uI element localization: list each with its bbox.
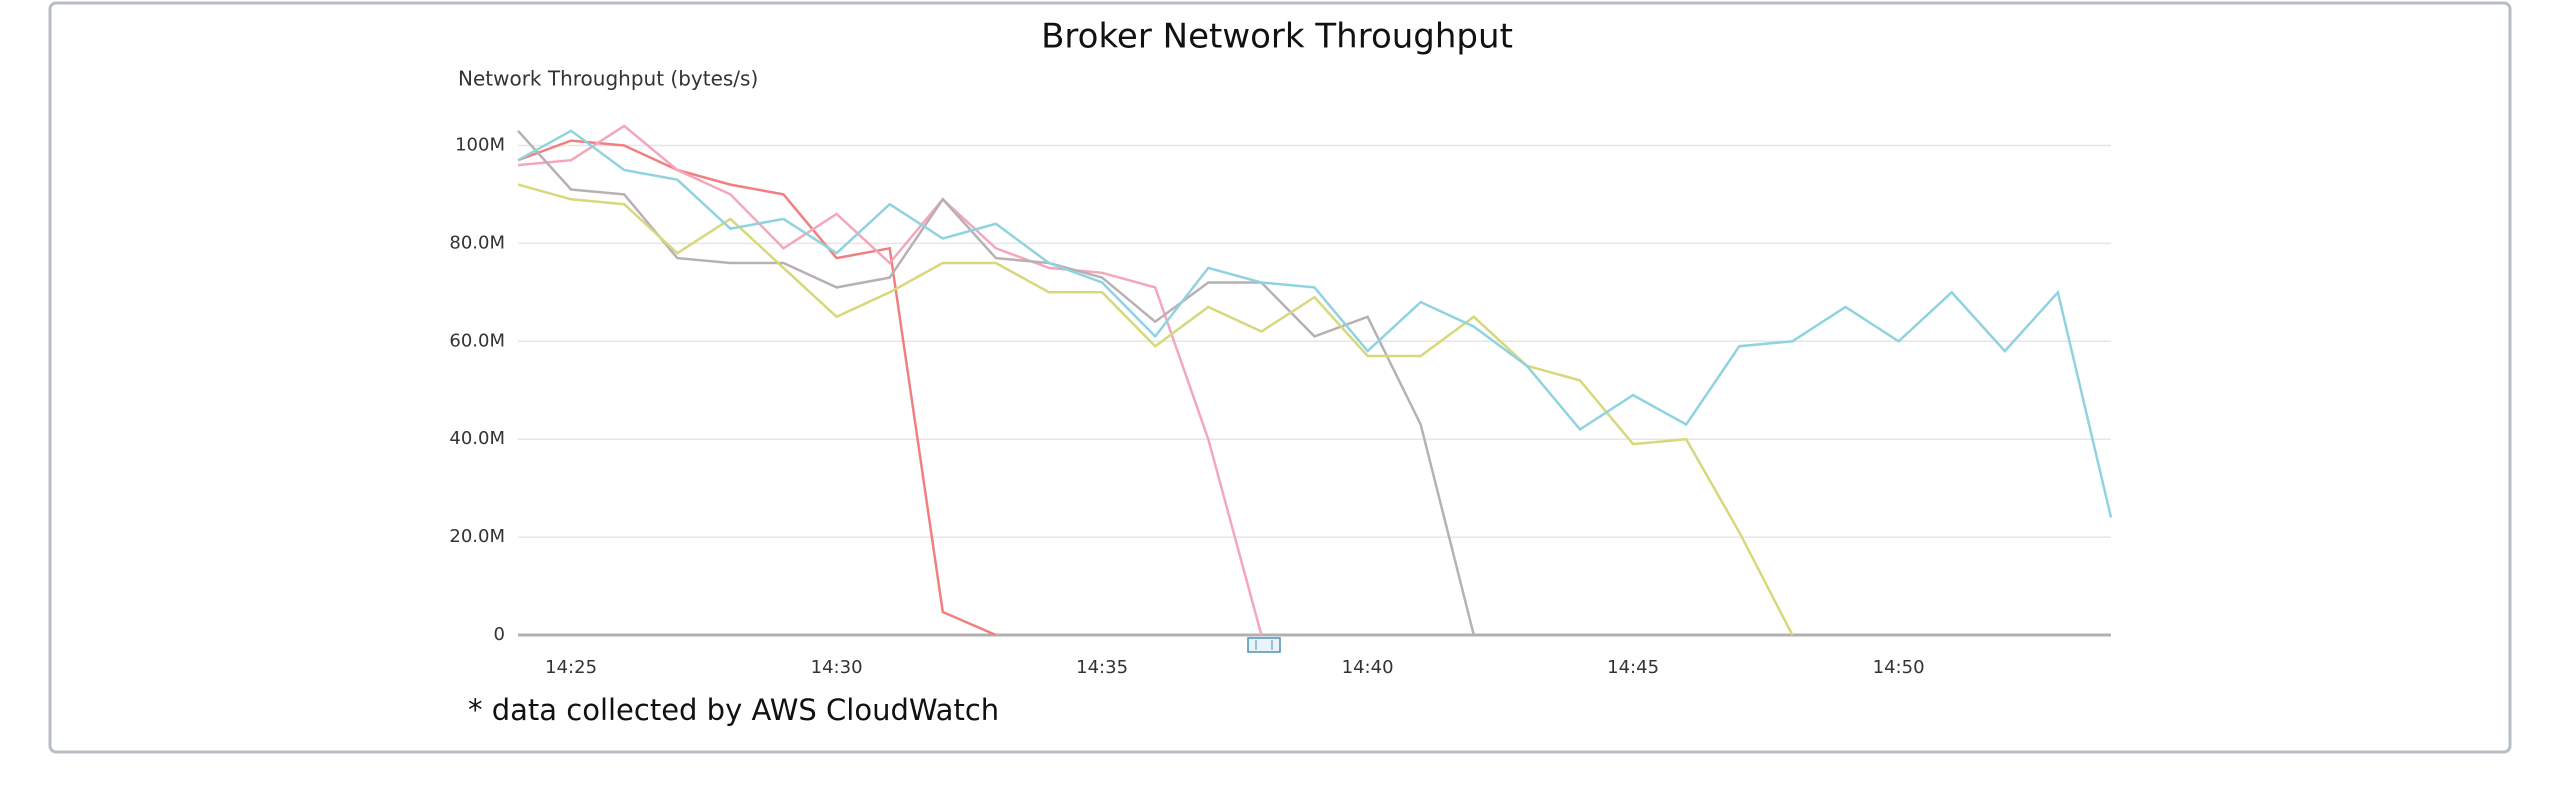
frame (48, 1, 2512, 754)
x-tick-label: 14:50 (1873, 657, 1925, 678)
range-handle (1247, 637, 1281, 653)
footnote: * data collected by AWS CloudWatch (468, 693, 999, 727)
x-tick-label: 14:25 (545, 657, 597, 678)
series-line (517, 129, 2113, 518)
y-tick-label: 0 (494, 624, 505, 645)
series-line (517, 183, 1794, 636)
x-tick-label: 14:45 (1607, 657, 1659, 678)
x-tick-label: 14:30 (811, 657, 863, 678)
chart-title: Broker Network Throughput (1041, 17, 1513, 57)
y-tick-label: 80.0M (449, 232, 505, 253)
handle-box (1247, 637, 1281, 653)
x-tick-label: 14:40 (1342, 657, 1394, 678)
y-tick-label: 100M (455, 134, 505, 155)
series-line (517, 124, 1263, 636)
y-tick-label: 60.0M (449, 330, 505, 351)
y-axis-label: Network Throughput (bytes/s) (458, 67, 758, 91)
y-tick-label: 20.0M (449, 526, 505, 547)
series-line (517, 129, 1476, 636)
x-tick-label: 14:35 (1076, 657, 1128, 678)
y-tick-label: 40.0M (449, 428, 505, 449)
